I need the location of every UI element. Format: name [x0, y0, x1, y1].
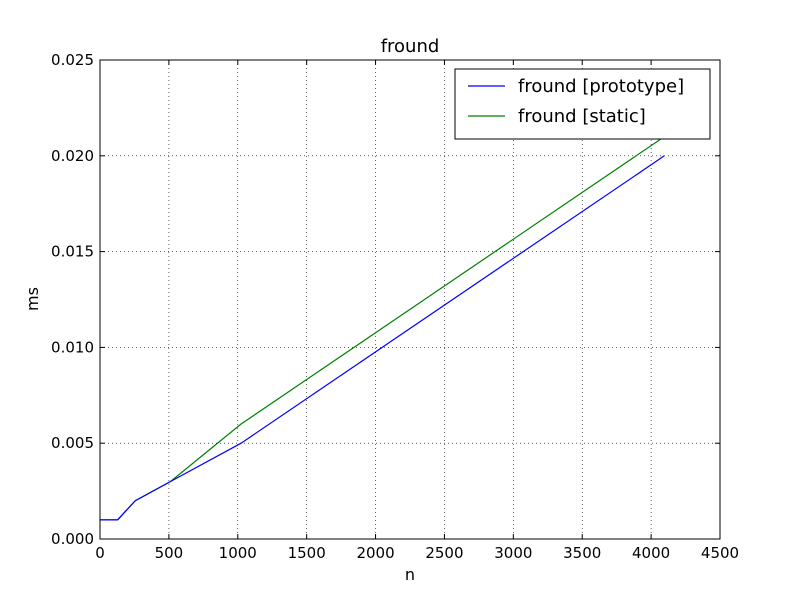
y-tick-label: 0.025	[51, 51, 94, 69]
legend: fround [prototype] fround [static]	[454, 68, 711, 140]
axis-ticks: 0 500 1000 1500 2000 2500 3000 3500 4000 4500 0.00…	[51, 51, 739, 562]
y-tick-label: 0.015	[51, 243, 94, 261]
x-tick-label: 0	[95, 544, 105, 562]
series-line-1	[100, 136, 665, 521]
y-tick-label: 0.000	[51, 530, 94, 548]
x-tick-label: 1500	[288, 544, 326, 562]
series-group	[100, 136, 665, 521]
x-tick-label: 1000	[219, 544, 257, 562]
x-tick-label: 3000	[494, 544, 532, 562]
chart-title: fround	[381, 36, 440, 57]
x-tick-label: 4000	[632, 544, 670, 562]
y-tick-label: 0.010	[51, 338, 94, 356]
y-tick-label: 0.005	[51, 434, 94, 452]
y-axis-label: ms	[23, 287, 42, 311]
x-tick-label: 3500	[563, 544, 601, 562]
legend-box	[454, 68, 711, 140]
x-tick-label: 2500	[425, 544, 463, 562]
plot-frame	[99, 59, 721, 540]
y-tick-label: 0.020	[51, 147, 94, 165]
legend-label: fround [prototype]	[518, 76, 684, 97]
x-tick-label: 500	[155, 544, 184, 562]
grid	[100, 60, 720, 539]
x-tick-label: 2000	[356, 544, 394, 562]
series-line-0	[100, 155, 665, 521]
x-tick-label: 4500	[701, 544, 739, 562]
x-axis-label: n	[405, 565, 415, 584]
legend-label: fround [static]	[518, 106, 646, 127]
